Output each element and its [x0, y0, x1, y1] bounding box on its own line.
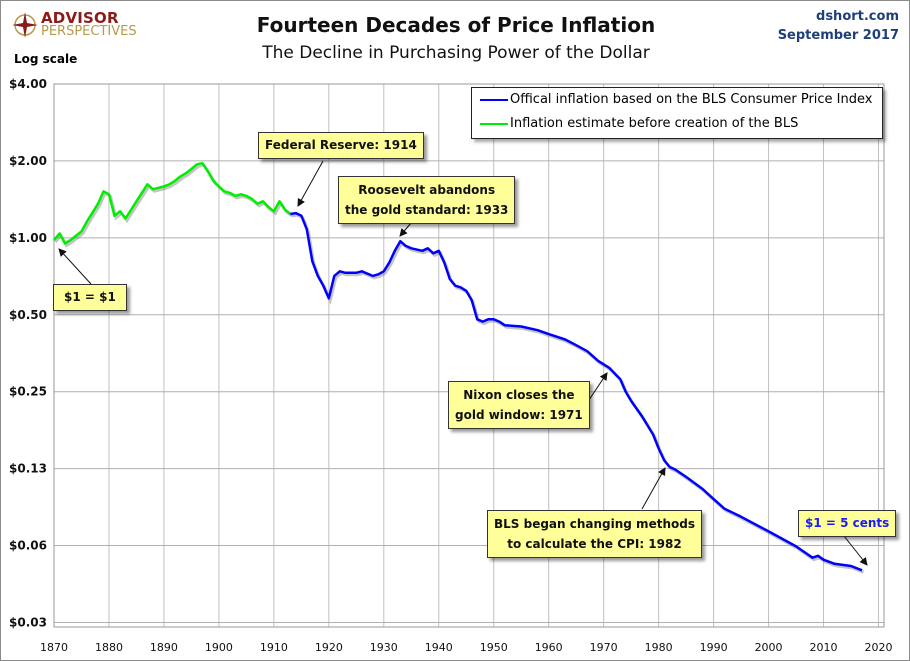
y-tick-label: $0.06: [9, 539, 47, 553]
legend-label-bls: Offical inflation based on the BLS Consu…: [510, 92, 873, 107]
y-tick-label: $1.00: [9, 231, 47, 245]
annotation-text: Federal Reserve: 1914: [265, 138, 417, 152]
chart-title: Fourteen Decades of Price Inflation: [256, 13, 656, 37]
source-date: September 2017: [777, 28, 899, 43]
x-tick-label: 1950: [480, 641, 508, 654]
x-tick-label: 1900: [205, 641, 233, 654]
legend-swatch-green: [480, 122, 508, 125]
arrow-bls-1982: [641, 467, 666, 510]
x-tick-label: 1960: [535, 641, 563, 654]
annotation-nixon: Nixon closes the gold window: 1971: [448, 381, 590, 429]
y-tick-label: $0.13: [9, 462, 47, 476]
annotation-arrows: [58, 160, 868, 566]
x-tick-label: 1940: [425, 641, 453, 654]
source-info: dshort.com September 2017: [778, 7, 899, 45]
x-tick-label: 1870: [40, 641, 68, 654]
x-tick-label: 1980: [645, 641, 673, 654]
annotation-text: the gold standard: 1933: [345, 203, 509, 217]
annotation-text: gold window: 1971: [455, 408, 583, 422]
y-tick-label: $0.25: [9, 385, 47, 399]
arrow-5-cents: [843, 535, 868, 566]
y-tick-label: $0.03: [9, 615, 47, 629]
legend-item-pre-bls: Inflation estimate before creation of th…: [480, 116, 798, 131]
advisor-perspectives-logo: ADVISOR PERSPECTIVES: [11, 11, 137, 38]
legend: Offical inflation based on the BLS Consu…: [471, 87, 883, 139]
legend-label-pre-bls: Inflation estimate before creation of th…: [510, 116, 799, 131]
annotation-text: $1 = $1: [64, 290, 116, 304]
legend-swatch-blue: [480, 98, 508, 101]
annotation-text: to calculate the CPI: 1982: [507, 537, 682, 551]
annotation-5-cents: $1 = 5 cents: [798, 510, 897, 537]
y-tick-label: $4.00: [9, 77, 47, 91]
annotation-1-equals-1: $1 = $1: [53, 284, 127, 311]
x-tick-label: 1990: [700, 641, 728, 654]
series-shadow: [54, 163, 293, 248]
plot-frame: [53, 83, 885, 628]
x-tick-label: 1930: [370, 641, 398, 654]
log-scale-label: Log scale: [14, 52, 78, 66]
x-tick-label: 1890: [150, 641, 178, 654]
series-pre-bls-line: [53, 161, 292, 245]
arrow-roosevelt: [399, 222, 412, 237]
annotation-text: $1 = 5 cents: [805, 516, 890, 530]
annotation-text: Roosevelt abandons: [358, 183, 496, 197]
annotation-text: Nixon closes the: [463, 388, 575, 402]
annotation-roosevelt: Roosevelt abandons the gold standard: 193…: [338, 176, 516, 224]
logo-line2: PERSPECTIVES: [41, 24, 137, 39]
arrow-1-to-1: [58, 248, 92, 285]
x-tick-label: 1910: [260, 641, 288, 654]
logo-line1: ADVISOR: [41, 9, 119, 27]
x-tick-label: 1880: [95, 641, 123, 654]
source-site: dshort.com: [816, 9, 899, 24]
x-tick-label: 2000: [755, 641, 783, 654]
series-bls-cpi-line: [290, 211, 863, 572]
x-tick-label: 1920: [315, 641, 343, 654]
annotation-text: BLS began changing methods: [494, 517, 695, 531]
x-tick-label: 1970: [590, 641, 618, 654]
annotation-federal-reserve: Federal Reserve: 1914: [258, 132, 424, 159]
legend-item-bls: Offical inflation based on the BLS Consu…: [480, 92, 872, 107]
x-tick-label: 2020: [865, 641, 893, 654]
y-tick-label: $0.50: [9, 308, 47, 322]
y-tick-label: $2.00: [9, 154, 47, 168]
annotation-bls-1982: BLS began changing methods to calculate t…: [487, 510, 702, 558]
compass-icon: [12, 12, 38, 38]
chart-subtitle: The Decline in Purchasing Power of the D…: [262, 43, 650, 63]
arrow-federal-reserve: [297, 160, 324, 207]
x-tick-label: 2010: [810, 641, 838, 654]
